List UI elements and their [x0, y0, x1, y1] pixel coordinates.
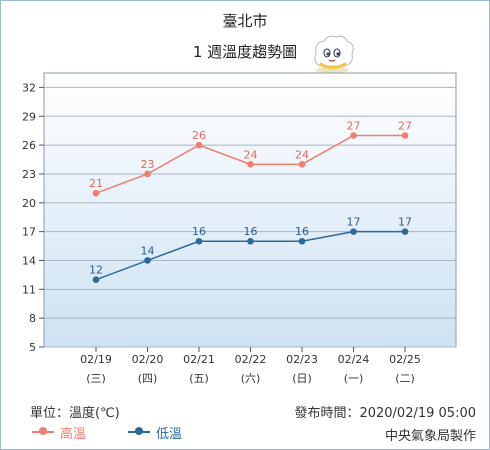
data-label-low: 17	[398, 216, 412, 229]
x-tick-weekday: (一)	[344, 372, 364, 385]
y-axis: 5 8 11 14 17 20 23 26 29 32	[22, 81, 44, 354]
x-tick-label: 02/21	[183, 353, 215, 366]
data-point-high	[401, 132, 409, 139]
data-label-low: 16	[244, 225, 258, 238]
y-tick-label: 17	[22, 226, 36, 239]
x-tick-weekday: (六)	[241, 372, 261, 385]
x-tick-label: 02/20	[132, 353, 164, 366]
legend-label-high: 高溫	[60, 427, 87, 442]
data-point-low	[350, 228, 357, 235]
y-tick-label: 32	[22, 81, 36, 94]
data-point-low	[92, 276, 100, 284]
data-point-low	[195, 237, 203, 245]
data-label-high: 23	[141, 158, 155, 171]
data-point-high	[92, 189, 100, 197]
data-point-high	[350, 132, 357, 139]
data-label-high: 26	[192, 129, 206, 142]
chart-subtitle: 1 週溫度趨勢圖	[192, 43, 298, 61]
y-tick-label: 14	[22, 254, 36, 267]
city-title: 臺北市	[222, 12, 268, 30]
data-point-low	[298, 237, 306, 245]
data-label-high: 27	[398, 119, 412, 132]
data-label-high: 21	[89, 177, 103, 190]
data-label-low: 16	[192, 225, 206, 238]
legend-marker-low	[135, 427, 143, 435]
x-tick-weekday: (四)	[138, 372, 158, 385]
data-point-high	[247, 161, 254, 168]
data-label-high: 27	[347, 119, 361, 132]
data-label-high: 24	[295, 148, 309, 161]
legend-marker-high	[39, 427, 47, 435]
chart-header: 臺北市 1 週溫度趨勢圖	[0, 0, 490, 73]
data-point-low	[247, 237, 254, 245]
x-tick-label: 02/19	[80, 353, 112, 366]
legend-label-low: 低溫	[156, 427, 183, 442]
mascot-icon	[314, 35, 354, 73]
x-tick-label: 02/25	[389, 353, 421, 366]
x-tick-weekday: (日)	[292, 372, 312, 385]
y-tick-label: 26	[22, 139, 36, 152]
data-point-high	[298, 161, 306, 168]
unit-label: 單位：溫度(℃)	[30, 406, 120, 421]
data-point-high	[144, 170, 151, 178]
x-tick-weekday: (三)	[86, 372, 106, 385]
y-tick-label: 29	[22, 110, 36, 123]
y-tick-label: 11	[22, 283, 36, 296]
y-tick-label: 8	[29, 312, 36, 325]
series-layer: 21 23 26 24 24 27 27 12 14 16 16 16 17 17	[89, 119, 412, 284]
y-tick-label: 5	[29, 341, 36, 354]
data-label-low: 16	[295, 225, 309, 238]
data-label-low: 12	[89, 264, 103, 277]
x-tick-label: 02/23	[286, 353, 318, 366]
y-tick-label: 20	[22, 197, 36, 210]
data-point-high	[195, 141, 203, 149]
plot-area	[43, 72, 457, 348]
y-tick-label: 23	[22, 168, 36, 181]
temperature-chart: 5 8 11 14 17 20 23 26 29 32 02/19 (三) 02/20 (四) 02/21…	[22, 72, 457, 385]
data-label-low: 17	[347, 216, 361, 229]
x-axis: 02/19 (三) 02/20 (四) 02/21 (五) 02/22 (六) 02/23 (日)…	[80, 347, 421, 385]
agency-credit: 中央氣象局製作	[384, 429, 476, 444]
data-point-low	[401, 228, 409, 235]
publish-time: 發布時間：2020/02/19 05:00	[294, 406, 476, 421]
data-label-low: 14	[141, 244, 155, 257]
data-label-high: 24	[244, 148, 258, 161]
x-tick-label: 02/22	[235, 353, 267, 366]
x-tick-label: 02/24	[338, 353, 370, 366]
data-point-low	[144, 257, 151, 264]
grid-lines	[44, 86, 456, 348]
x-tick-weekday: (二)	[395, 372, 415, 385]
x-tick-weekday: (五)	[189, 372, 209, 385]
